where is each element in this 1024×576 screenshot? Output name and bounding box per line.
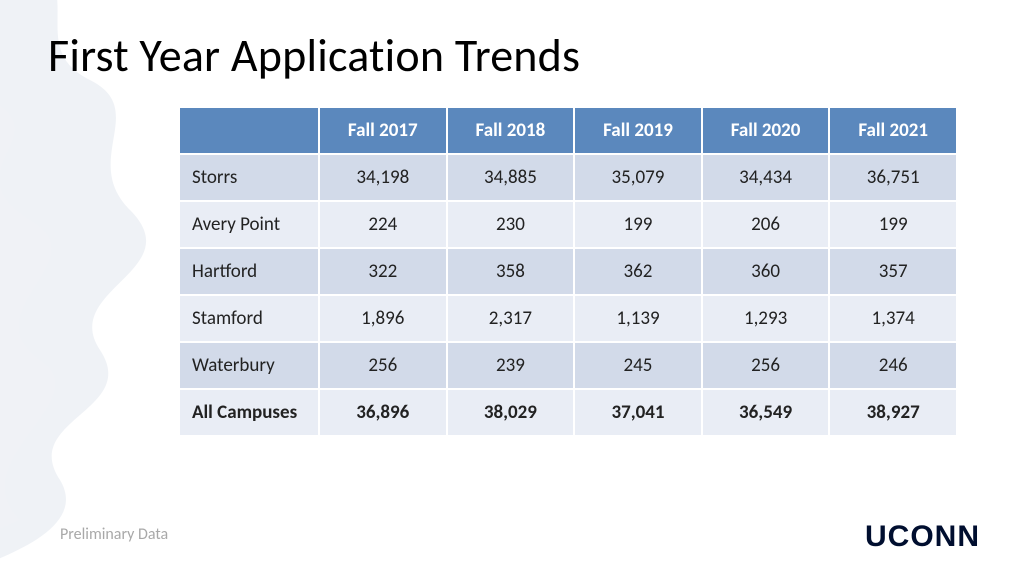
cell: 360 <box>702 248 830 295</box>
cell: 34,198 <box>319 154 447 201</box>
col-header: Fall 2018 <box>447 107 575 154</box>
cell: 35,079 <box>574 154 702 201</box>
cell: 206 <box>702 201 830 248</box>
cell: 34,885 <box>447 154 575 201</box>
table-row: Avery Point 224 230 199 206 199 <box>179 201 957 248</box>
cell: 199 <box>829 201 957 248</box>
cell: 256 <box>702 342 830 389</box>
cell: 34,434 <box>702 154 830 201</box>
table-row: Waterbury 256 239 245 256 246 <box>179 342 957 389</box>
cell: 245 <box>574 342 702 389</box>
cell-total: 38,927 <box>829 389 957 436</box>
application-trends-table: Fall 2017 Fall 2018 Fall 2019 Fall 2020 … <box>178 106 958 437</box>
cell: 224 <box>319 201 447 248</box>
cell-total: 36,549 <box>702 389 830 436</box>
cell: 256 <box>319 342 447 389</box>
cell: 230 <box>447 201 575 248</box>
row-label: Waterbury <box>179 342 319 389</box>
uconn-logo: UCONN <box>865 520 980 554</box>
cell-total: 38,029 <box>447 389 575 436</box>
row-label: Stamford <box>179 295 319 342</box>
slide-title: First Year Application Trends <box>48 28 976 84</box>
application-trends-table-wrap: Fall 2017 Fall 2018 Fall 2019 Fall 2020 … <box>178 106 958 437</box>
col-header: Fall 2017 <box>319 107 447 154</box>
footer-note: Preliminary Data <box>60 525 168 544</box>
table-row: Hartford 322 358 362 360 357 <box>179 248 957 295</box>
slide: First Year Application Trends Fall 2017 … <box>0 0 1024 576</box>
col-header: Fall 2021 <box>829 107 957 154</box>
col-header: Fall 2020 <box>702 107 830 154</box>
table-row: Stamford 1,896 2,317 1,139 1,293 1,374 <box>179 295 957 342</box>
cell: 246 <box>829 342 957 389</box>
row-label: Storrs <box>179 154 319 201</box>
cell: 1,374 <box>829 295 957 342</box>
row-label: Hartford <box>179 248 319 295</box>
cell: 358 <box>447 248 575 295</box>
cell: 322 <box>319 248 447 295</box>
cell: 1,139 <box>574 295 702 342</box>
cell: 2,317 <box>447 295 575 342</box>
col-header: Fall 2019 <box>574 107 702 154</box>
cell: 362 <box>574 248 702 295</box>
cell: 36,751 <box>829 154 957 201</box>
row-label-total: All Campuses <box>179 389 319 436</box>
cell: 1,293 <box>702 295 830 342</box>
cell: 239 <box>447 342 575 389</box>
row-label: Avery Point <box>179 201 319 248</box>
table-row-total: All Campuses 36,896 38,029 37,041 36,549… <box>179 389 957 436</box>
cell-total: 36,896 <box>319 389 447 436</box>
cell: 357 <box>829 248 957 295</box>
cell-total: 37,041 <box>574 389 702 436</box>
cell: 199 <box>574 201 702 248</box>
col-header-empty <box>179 107 319 154</box>
cell: 1,896 <box>319 295 447 342</box>
table-row: Storrs 34,198 34,885 35,079 34,434 36,75… <box>179 154 957 201</box>
